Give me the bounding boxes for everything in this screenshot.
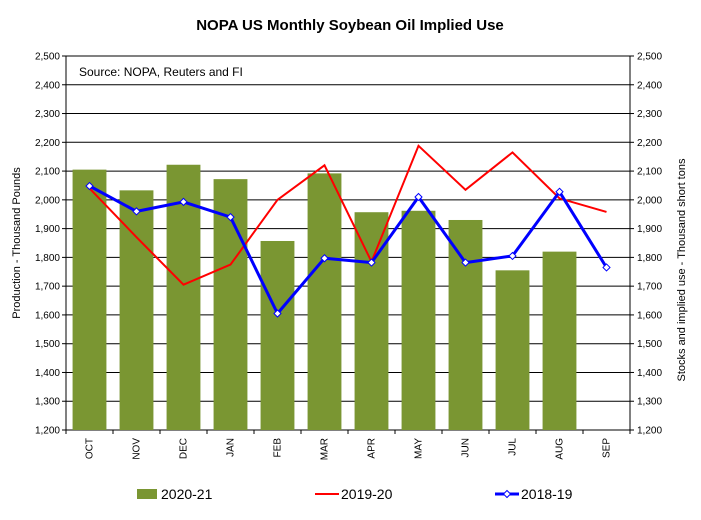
left-tick-label: 1,800 [35, 253, 60, 264]
x-tick-label: FEB [273, 438, 284, 458]
right-axis-label: Stocks and implied use - Thousand short … [676, 158, 688, 381]
point-marker [367, 258, 376, 267]
point-marker [602, 263, 611, 272]
bar [542, 251, 577, 430]
legend-marker [502, 489, 512, 499]
right-tick-label: 2,200 [637, 138, 662, 149]
right-axis-ticks: 1,200 1,300 1,400 1,500 1,600 1,700 1,800 1,900… [630, 52, 662, 437]
left-tick-label: 1,600 [35, 310, 60, 321]
x-tick-label: JUN [461, 438, 472, 457]
point-marker [414, 192, 423, 202]
series-line [88, 184, 608, 317]
gridlines [66, 84, 630, 402]
chart-source-note: Source: NOPA, Reuters and FI [79, 65, 243, 79]
point-marker [226, 212, 235, 222]
bar-series [72, 164, 577, 431]
left-axis-label: Production - Thousand Pounds [11, 167, 23, 319]
plot-area [65, 55, 631, 431]
right-tick-label: 1,800 [637, 253, 662, 264]
point-marker [132, 207, 141, 216]
left-tick-label: 2,500 [35, 52, 60, 63]
bar [260, 240, 295, 430]
left-tick-label: 2,100 [35, 167, 60, 178]
right-tick-label: 2,000 [637, 195, 662, 206]
left-tick-label: 1,400 [35, 368, 60, 379]
right-tick-label: 2,500 [637, 52, 662, 63]
left-axis-ticks: 1,200 1,300 1,400 1,500 1,600 1,700 1,800 1,900… [35, 52, 66, 437]
point-marker [273, 309, 282, 318]
right-tick-label: 1,400 [637, 368, 662, 379]
legend-label: 2019-20 [341, 486, 393, 502]
bar [166, 164, 201, 431]
left-tick-label: 1,900 [35, 224, 60, 235]
line-series [85, 144, 611, 318]
bar [401, 210, 436, 430]
point-marker [320, 254, 329, 263]
point-marker [508, 251, 517, 261]
left-tick-label: 2,200 [35, 138, 60, 149]
right-tick-label: 1,700 [637, 282, 662, 293]
right-tick-label: 1,900 [637, 224, 662, 235]
series-line [88, 144, 607, 286]
right-tick-label: 1,500 [637, 339, 662, 350]
left-tick-label: 1,500 [35, 339, 60, 350]
point-marker [179, 197, 188, 207]
left-tick-label: 1,300 [35, 397, 60, 408]
point-marker [461, 258, 470, 267]
right-tick-label: 2,400 [637, 80, 662, 91]
bar [72, 169, 107, 430]
point-marker [555, 187, 564, 196]
bar [119, 190, 154, 430]
left-tick-label: 1,700 [35, 282, 60, 293]
chart-title: NOPA US Monthly Soybean Oil Implied Use [196, 17, 504, 34]
bar [495, 270, 530, 430]
left-tick-label: 2,400 [35, 80, 60, 91]
x-tick-label: AUG [555, 438, 566, 460]
point-marker [85, 181, 94, 191]
bar [307, 173, 342, 430]
x-tick-label: SEP [602, 438, 613, 458]
bar [448, 219, 483, 430]
x-tick-label: MAY [414, 438, 425, 459]
legend-label: 2020-21 [161, 486, 213, 502]
right-tick-label: 2,100 [637, 167, 662, 178]
left-tick-label: 2,000 [35, 195, 60, 206]
chart-legend: 2020-21 2019-20 2018-19 [137, 486, 573, 502]
legend-swatch [137, 489, 157, 499]
x-tick-label: OCT [85, 438, 96, 459]
legend-label: 2018-19 [521, 486, 573, 502]
right-tick-label: 1,200 [637, 426, 662, 437]
left-tick-label: 2,300 [35, 109, 60, 120]
right-tick-label: 1,300 [637, 397, 662, 408]
x-axis-ticks: OCT NOV DEC JAN FEB MAR APR MAY JUN JUL AUG SEP [65, 430, 631, 460]
x-tick-label: JUL [508, 438, 519, 456]
x-tick-label: JAN [226, 438, 237, 457]
x-tick-label: APR [367, 438, 378, 459]
x-tick-label: MAR [320, 438, 331, 460]
right-tick-label: 1,600 [637, 310, 662, 321]
left-tick-label: 1,200 [35, 426, 60, 437]
x-tick-label: DEC [179, 438, 190, 459]
x-tick-label: NOV [132, 438, 143, 460]
right-tick-label: 2,300 [637, 109, 662, 120]
